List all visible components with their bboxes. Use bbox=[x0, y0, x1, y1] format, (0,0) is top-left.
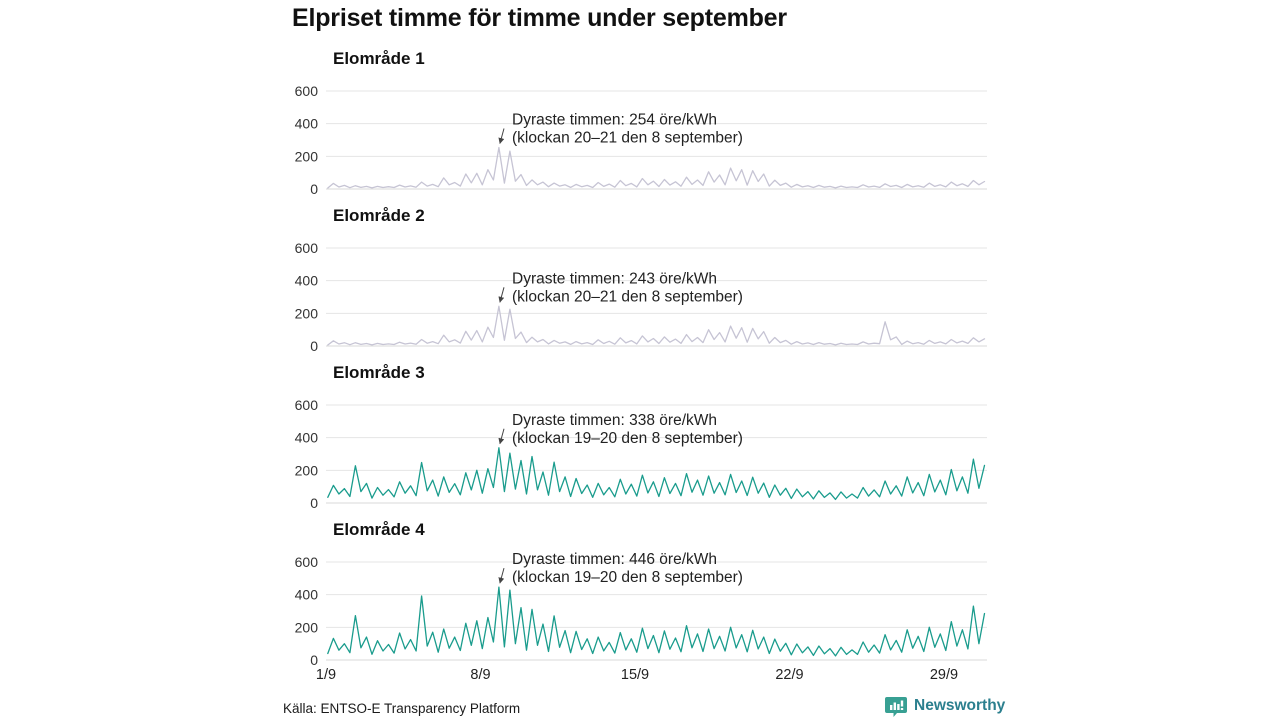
svg-text:Dyraste timmen: 338 öre/kWh: Dyraste timmen: 338 öre/kWh bbox=[512, 412, 717, 429]
svg-text:600: 600 bbox=[295, 554, 319, 570]
svg-text:200: 200 bbox=[295, 619, 319, 635]
svg-text:400: 400 bbox=[295, 587, 319, 603]
svg-text:600: 600 bbox=[295, 83, 319, 99]
svg-text:29/9: 29/9 bbox=[930, 667, 958, 683]
line-chart-elomrade-4: 0 200 400 600 Dyraste timmen: 446 öre/kWh(kl… bbox=[295, 551, 987, 683]
svg-text:400: 400 bbox=[295, 116, 319, 132]
svg-text:(klockan 20–21 den 8 september: (klockan 20–21 den 8 september) bbox=[512, 288, 743, 305]
svg-text:1/9: 1/9 bbox=[316, 667, 336, 683]
source-credit: Källa: ENTSO-E Transparency Platform bbox=[283, 701, 521, 716]
svg-text:0: 0 bbox=[310, 338, 318, 354]
line-chart-elomrade-2: 0 200 400 600 Dyraste timmen: 243 öre/kWh(kl… bbox=[295, 240, 987, 354]
chart-heading-elomrade-1: Elområde 1 bbox=[333, 49, 425, 68]
svg-text:200: 200 bbox=[295, 148, 319, 164]
svg-text:0: 0 bbox=[310, 495, 318, 511]
svg-text:0: 0 bbox=[310, 652, 318, 668]
svg-text:(klockan 19–20 den 8 september: (klockan 19–20 den 8 september) bbox=[512, 430, 743, 447]
line-chart-elomrade-1: 0 200 400 600 Dyraste timmen: 254 öre/kWh(kl… bbox=[295, 83, 987, 197]
svg-text:8/9: 8/9 bbox=[470, 667, 490, 683]
svg-text:0: 0 bbox=[310, 181, 318, 197]
newsworthy-wordmark: Newsworthy bbox=[914, 697, 1006, 714]
chart-heading-elomrade-3: Elområde 3 bbox=[333, 363, 425, 382]
svg-text:600: 600 bbox=[295, 240, 319, 256]
svg-text:600: 600 bbox=[295, 397, 319, 413]
svg-text:(klockan 20–21 den 8 september: (klockan 20–21 den 8 september) bbox=[512, 130, 743, 147]
svg-text:Dyraste timmen: 446 öre/kWh: Dyraste timmen: 446 öre/kWh bbox=[512, 551, 717, 568]
newsworthy-icon bbox=[885, 697, 907, 717]
chart-heading-elomrade-2: Elområde 2 bbox=[333, 206, 425, 225]
svg-text:200: 200 bbox=[295, 305, 319, 321]
svg-text:400: 400 bbox=[295, 273, 319, 289]
svg-text:Dyraste timmen: 254 öre/kWh: Dyraste timmen: 254 öre/kWh bbox=[512, 112, 717, 129]
line-chart-elomrade-3: 0 200 400 600 Dyraste timmen: 338 öre/kWh(kl… bbox=[295, 397, 987, 511]
svg-text:22/9: 22/9 bbox=[775, 667, 803, 683]
svg-text:Dyraste timmen: 243 öre/kWh: Dyraste timmen: 243 öre/kWh bbox=[512, 270, 717, 287]
svg-text:200: 200 bbox=[295, 462, 319, 478]
svg-text:400: 400 bbox=[295, 430, 319, 446]
chart-heading-elomrade-4: Elområde 4 bbox=[333, 520, 425, 539]
svg-text:(klockan 19–20 den 8 september: (klockan 19–20 den 8 september) bbox=[512, 569, 743, 586]
page-title: Elpriset timme för timme under september bbox=[292, 4, 787, 32]
svg-text:15/9: 15/9 bbox=[621, 667, 649, 683]
newsworthy-logo-link[interactable]: Newsworthy bbox=[884, 693, 1005, 719]
